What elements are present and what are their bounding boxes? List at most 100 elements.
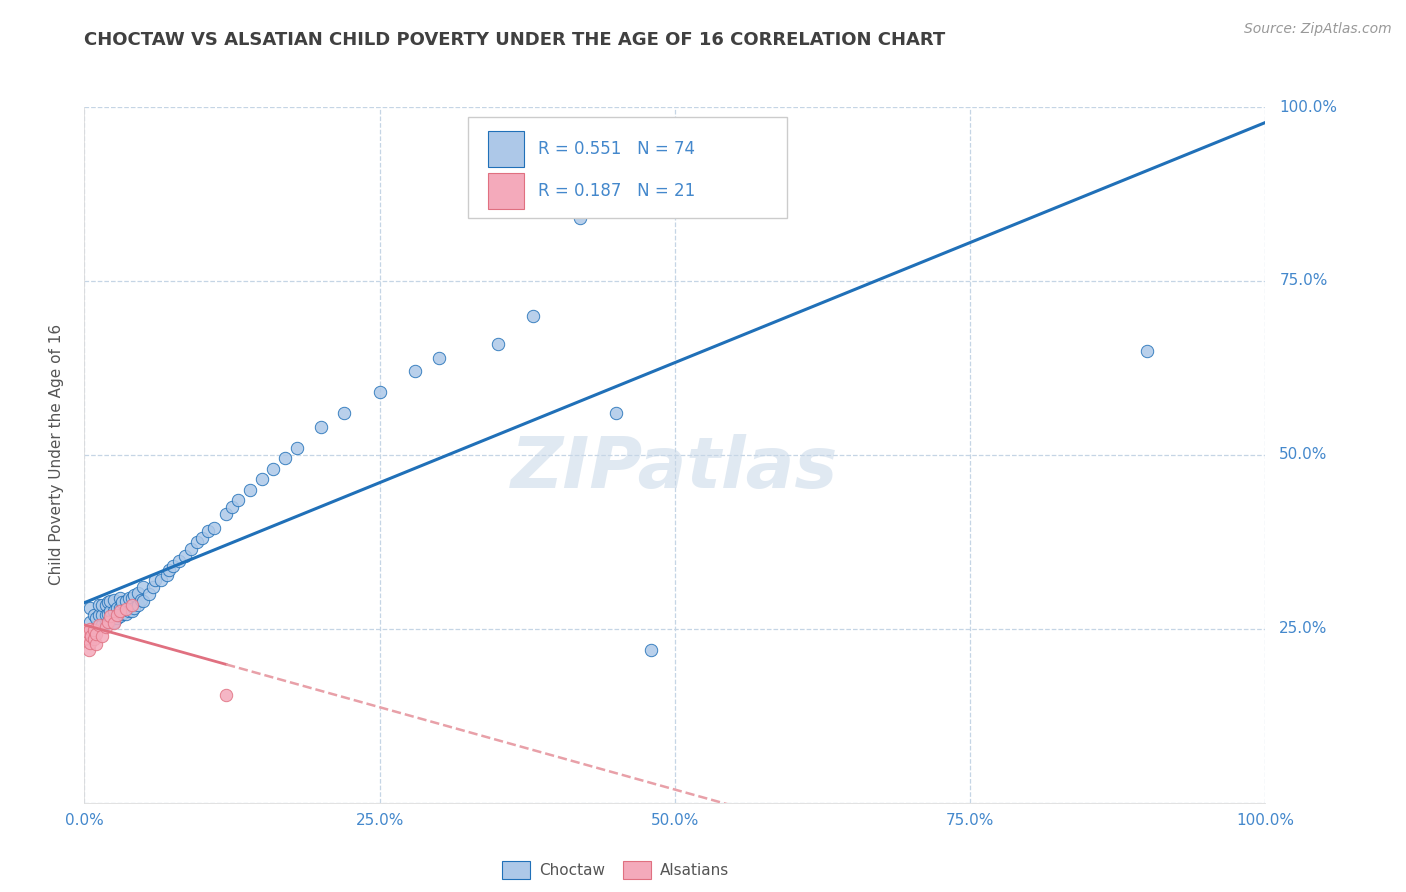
FancyBboxPatch shape (488, 173, 523, 210)
Point (84, 627, 107, 641)
Point (486, 336, 509, 351)
Point (138, 587, 160, 601)
Text: ZIPatlas: ZIPatlas (512, 434, 838, 503)
Point (404, 364, 426, 378)
Point (103, 592, 125, 607)
Point (91, 618, 114, 632)
Point (215, 688, 238, 702)
Point (132, 594, 155, 608)
Point (202, 521, 225, 535)
Point (97, 607, 120, 621)
Point (226, 493, 249, 508)
Point (122, 589, 145, 603)
Point (118, 605, 141, 619)
Point (94, 607, 117, 622)
Text: R = 0.187   N = 21: R = 0.187 N = 21 (538, 182, 695, 201)
Text: 100.0%: 100.0% (1279, 100, 1337, 114)
Point (121, 598, 143, 612)
Text: 25.0%: 25.0% (1279, 622, 1327, 636)
Point (83, 624, 105, 638)
Point (250, 472, 273, 486)
Point (114, 602, 136, 616)
Point (97, 615, 120, 629)
Point (156, 567, 179, 582)
Point (79, 622, 101, 636)
Point (91, 607, 114, 622)
Point (111, 607, 134, 621)
FancyBboxPatch shape (468, 118, 787, 219)
Point (569, 211, 592, 226)
Point (108, 605, 131, 619)
Point (80, 629, 103, 643)
Point (98, 614, 121, 628)
Point (98, 594, 121, 608)
Text: R = 0.551   N = 74: R = 0.551 N = 74 (538, 140, 695, 158)
Point (333, 406, 356, 420)
Point (77, 632, 100, 647)
Point (87, 598, 110, 612)
Point (262, 462, 284, 476)
Point (215, 507, 238, 521)
Point (111, 595, 134, 609)
Point (79, 636, 101, 650)
Point (83, 632, 105, 647)
Point (107, 601, 129, 615)
Point (368, 385, 391, 400)
Point (84, 637, 107, 651)
Point (108, 591, 131, 605)
Point (522, 309, 544, 323)
Point (108, 601, 131, 615)
Point (221, 500, 243, 514)
Point (108, 609, 131, 624)
Point (98, 605, 121, 619)
Point (197, 524, 219, 539)
Point (121, 605, 143, 619)
Point (127, 585, 149, 599)
Point (162, 559, 184, 574)
Point (91, 598, 114, 612)
Point (132, 580, 155, 594)
Point (186, 535, 208, 549)
Point (157, 563, 180, 577)
FancyBboxPatch shape (488, 131, 523, 167)
Point (94, 598, 117, 612)
Point (285, 441, 308, 455)
Point (118, 591, 141, 605)
Point (87, 607, 110, 622)
Point (77, 625, 100, 640)
Point (91, 629, 114, 643)
Text: 50.0%: 50.0% (1279, 448, 1327, 462)
Point (97, 615, 120, 629)
Point (84, 611, 107, 625)
Point (94, 620, 117, 634)
Point (150, 573, 173, 587)
Y-axis label: Child Poverty Under the Age of 16: Child Poverty Under the Age of 16 (49, 325, 63, 585)
Point (103, 616, 125, 631)
Point (94, 616, 117, 631)
Text: CHOCTAW VS ALSATIAN CHILD POVERTY UNDER THE AGE OF 16 CORRELATION CHART: CHOCTAW VS ALSATIAN CHILD POVERTY UNDER … (84, 31, 946, 49)
Point (83, 607, 105, 622)
Point (97, 595, 120, 609)
Point (427, 351, 450, 365)
Point (129, 592, 152, 607)
Point (143, 573, 166, 587)
Point (114, 607, 136, 621)
Point (1136, 343, 1159, 358)
Point (87, 618, 110, 632)
Point (121, 591, 143, 605)
Point (180, 541, 202, 556)
Text: Source: ZipAtlas.com: Source: ZipAtlas.com (1244, 22, 1392, 37)
Point (274, 451, 297, 466)
Point (79, 615, 101, 629)
Point (309, 420, 332, 434)
Point (173, 549, 195, 563)
Point (142, 580, 165, 594)
Point (127, 598, 149, 612)
Legend: Choctaw, Alsatians: Choctaw, Alsatians (496, 855, 735, 886)
Point (114, 594, 136, 608)
Point (98, 609, 121, 624)
Point (191, 532, 214, 546)
Point (640, 642, 662, 657)
Point (605, 406, 627, 420)
Point (107, 607, 129, 622)
